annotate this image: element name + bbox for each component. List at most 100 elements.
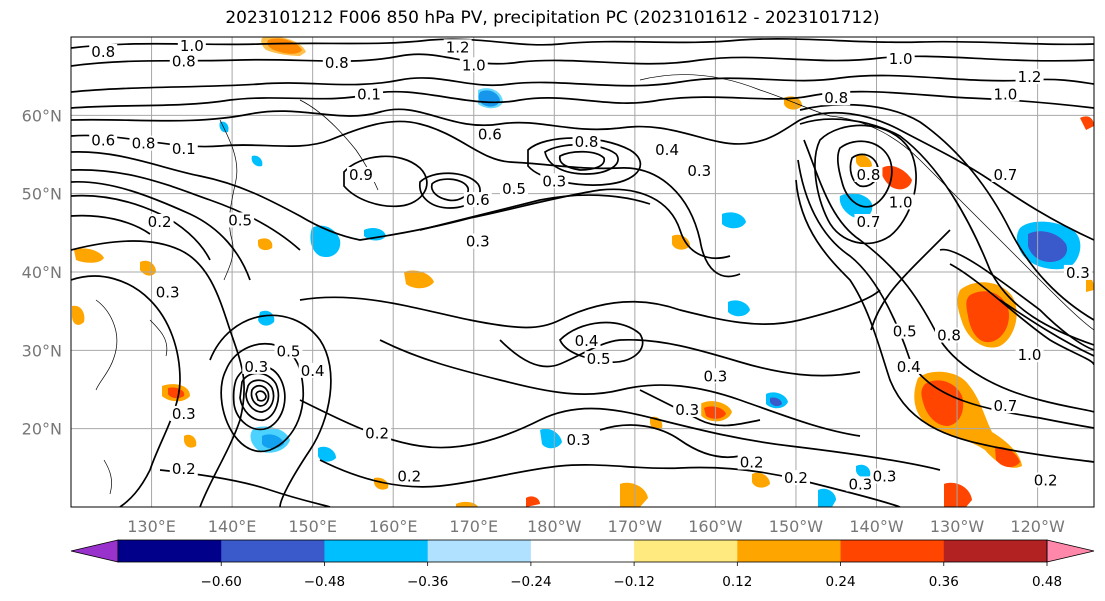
contour-label-background: [459, 57, 488, 73]
longitude-tick-label: 180°W: [527, 517, 582, 536]
longitude-tick-label: 170°E: [449, 517, 498, 536]
contour-label-background: [701, 368, 730, 384]
colorbar-segment: [324, 540, 429, 562]
longitude-tick-label: 160°E: [369, 517, 418, 536]
contour-label: 0.6: [478, 125, 502, 143]
colorbar-segment: [530, 540, 635, 562]
contour-label: 0.3: [873, 468, 897, 486]
colorbar-tick-label: 0.24: [826, 574, 856, 590]
longitude-tick-label: 150°E: [288, 517, 337, 536]
contour-label-background: [463, 192, 492, 208]
contour-label: 0.8: [857, 166, 881, 184]
contour-label: 0.4: [575, 332, 599, 350]
contour-label-background: [443, 39, 472, 55]
contour-label-background: [540, 173, 569, 189]
colorbar-extend-low: [70, 539, 119, 563]
latitude-tick-label: 50°N: [22, 185, 62, 204]
contour-label: 0.3: [244, 358, 268, 376]
contour-label: 0.9: [349, 166, 373, 184]
contour-label: 0.3: [687, 162, 711, 180]
colorbar-outline: [117, 539, 1048, 563]
contour-label-background: [475, 126, 504, 142]
contour-label: 0.3: [567, 431, 591, 449]
colorbar-tick-label: −0.48: [304, 574, 345, 590]
colorbar-tick-label: −0.36: [407, 574, 448, 590]
contour-label: 0.7: [993, 166, 1017, 184]
longitude-tick-label: 120°W: [1010, 517, 1065, 536]
contour-label-background: [145, 214, 174, 229]
contour-label-background: [653, 141, 682, 157]
contour-label-background: [685, 163, 714, 179]
contour-label-background: [395, 468, 424, 484]
contour-label-background: [854, 214, 883, 229]
colorbar-segment: [840, 540, 945, 562]
contour-label-background: [737, 454, 766, 470]
contour-label-background: [169, 53, 198, 69]
colorbar-segment: [737, 540, 842, 562]
contour-label: 0.3: [675, 401, 699, 419]
contour-label: 0.2: [397, 468, 421, 486]
colorbar-tick-label: −0.60: [201, 574, 242, 590]
contour-label: 0.5: [587, 350, 611, 368]
contour-label-background: [500, 181, 529, 197]
latitude-tick-label: 40°N: [22, 263, 62, 282]
contour-label: 0.8: [937, 327, 961, 345]
contour-label: 0.6: [91, 132, 115, 150]
contour-label: 1.2: [446, 38, 470, 56]
contour-label-background: [886, 194, 915, 210]
contour-label-background: [274, 343, 303, 359]
contour-label: 0.1: [172, 140, 196, 158]
contour-label-background: [169, 460, 198, 476]
contour-label: 1.0: [889, 193, 913, 211]
contour-label: 1.0: [889, 50, 913, 68]
colorbar-tick-label: 0.12: [722, 574, 752, 590]
contour-label: 0.8: [172, 52, 196, 70]
contour-label-background: [991, 167, 1020, 182]
contour-label: 0.2: [1034, 472, 1058, 490]
contour-label: 1.0: [462, 56, 486, 74]
contour-label: 0.8: [132, 135, 156, 153]
contour-label: 0.8: [91, 43, 115, 61]
contour-label: 0.7: [857, 213, 881, 231]
pv-contours: [71, 38, 1094, 507]
contour-label-background: [1015, 347, 1044, 363]
contour-label-background: [346, 167, 375, 182]
contour-label-background: [935, 327, 964, 343]
contour-label: 0.2: [148, 213, 172, 231]
contour-label: 0.4: [301, 362, 325, 380]
contour-labels: 0.8 1.00.8 0.81.21.0 1.01.21.00.80.10.6 0.8 0…: [89, 37, 1092, 493]
contour-label: 0.7: [993, 397, 1017, 415]
contour-label-background: [169, 141, 198, 157]
colorbar-tick-label: −0.12: [613, 574, 654, 590]
map-frame: [70, 36, 1095, 508]
contour-label-background: [177, 37, 206, 53]
longitude-tick-label: 140°E: [208, 517, 257, 536]
contour-label: 0.4: [655, 141, 679, 159]
contour-label: 0.5: [228, 211, 252, 229]
graticule: [71, 37, 1094, 507]
contour-label-background: [355, 86, 384, 102]
contour-label: 0.3: [466, 233, 490, 251]
contour-label: 0.8: [824, 89, 848, 107]
contour-label: 0.2: [365, 425, 389, 443]
contour-label: 0.4: [897, 358, 921, 376]
contour-label: 0.5: [502, 180, 526, 198]
colorbar-tick-label: 0.36: [929, 574, 959, 590]
contour-label-background: [991, 398, 1020, 414]
contour-label-background: [1015, 69, 1044, 85]
latitude-tick-label: 60°N: [22, 106, 62, 125]
latitude-tick-label: 20°N: [22, 420, 62, 439]
colorbar-tick-labels: −0.60 −0.48 −0.36 −0.24 −0.12 0.12 0.24 0.36 0.4…: [201, 562, 1062, 590]
colorbar-segment: [634, 540, 738, 562]
contour-label: 0.2: [172, 460, 196, 478]
contour-label: 0.3: [542, 172, 566, 190]
contour-label-background: [584, 351, 613, 367]
contour-label-background: [463, 233, 492, 249]
map-title: 2023101212 F006 850 hPa PV, precipitatio…: [225, 8, 880, 28]
contour-label-background: [226, 212, 255, 228]
contour-label: 0.8: [325, 54, 349, 72]
colorbar-segment: [943, 540, 1048, 562]
contour-label-background: [564, 431, 593, 447]
contour-label-background: [89, 132, 118, 148]
